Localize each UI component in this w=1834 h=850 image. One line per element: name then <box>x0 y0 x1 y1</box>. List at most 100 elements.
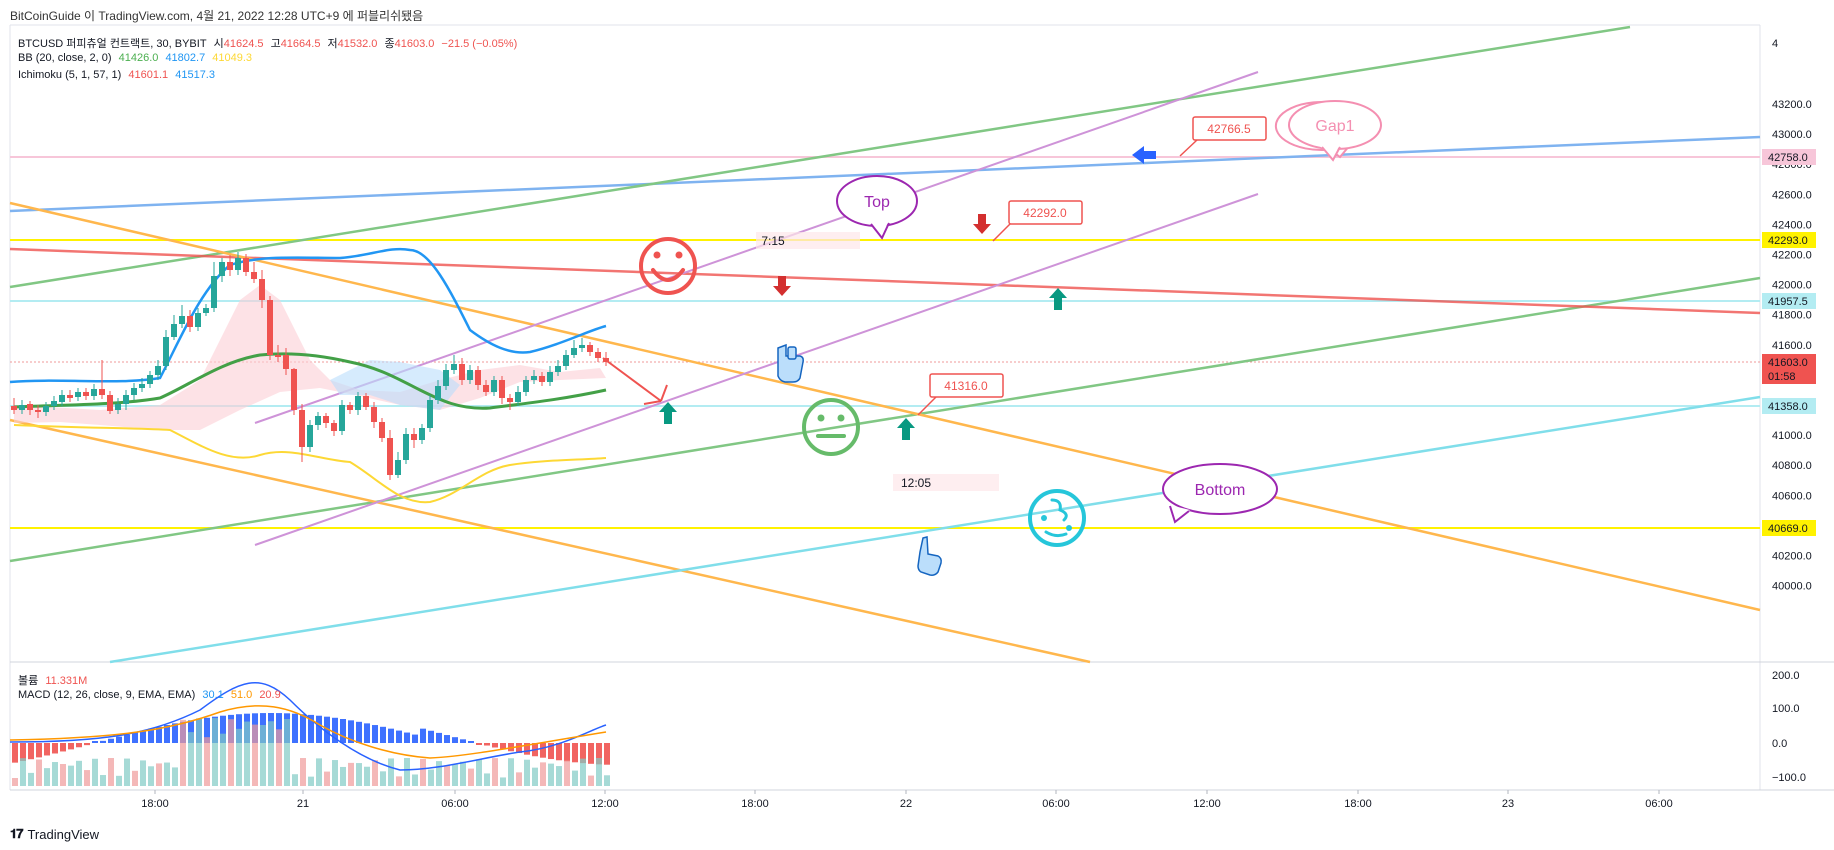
candle[interactable] <box>203 308 209 313</box>
time-axis[interactable]: 18:00 21 06:00 12:00 18:00 22 06:00 12:00 18:00 2… <box>141 790 1673 810</box>
legend-volume[interactable]: 볼륨 11.331M <box>18 675 88 687</box>
candle[interactable] <box>35 410 41 412</box>
time-tick-label: 18:00 <box>141 798 169 810</box>
candle[interactable] <box>19 405 25 410</box>
candle[interactable] <box>515 392 521 402</box>
candle[interactable] <box>347 405 353 410</box>
candle[interactable] <box>267 300 273 355</box>
candle[interactable] <box>307 425 313 447</box>
candle[interactable] <box>371 407 377 422</box>
candle[interactable] <box>355 396 361 410</box>
candle[interactable] <box>195 313 201 327</box>
candle[interactable] <box>379 422 385 438</box>
candle[interactable] <box>363 396 369 407</box>
candle[interactable] <box>435 386 441 400</box>
macd-axis[interactable]: 200.0 100.0 0.0 −100.0 <box>1772 670 1806 784</box>
candle[interactable] <box>507 398 513 402</box>
macd-histogram-bar <box>84 743 90 746</box>
candle[interactable] <box>115 404 121 410</box>
candle[interactable] <box>163 337 169 366</box>
candle[interactable] <box>411 434 417 440</box>
candle[interactable] <box>179 316 185 324</box>
volume-bar <box>252 724 258 786</box>
candle[interactable] <box>539 376 545 382</box>
legend-macd[interactable]: MACD (12, 26, close, 9, EMA, EMA) 30.1 5… <box>18 689 281 701</box>
macd-pane[interactable] <box>9 682 610 786</box>
candle[interactable] <box>147 375 153 384</box>
time-note[interactable]: 7:15 <box>756 232 860 249</box>
candle[interactable] <box>387 438 393 475</box>
time-note[interactable]: 12:05 <box>893 474 999 491</box>
candle[interactable] <box>235 258 241 270</box>
candle[interactable] <box>259 279 265 300</box>
candle[interactable] <box>291 369 297 410</box>
candle[interactable] <box>299 410 305 447</box>
callout-bubble[interactable]: Bottom <box>1162 463 1278 524</box>
candle[interactable] <box>67 395 73 398</box>
candle[interactable] <box>83 392 89 396</box>
candle[interactable] <box>451 364 457 370</box>
candle[interactable] <box>171 324 177 337</box>
candle[interactable] <box>123 395 129 404</box>
candle[interactable] <box>43 406 49 412</box>
price-flag[interactable]: 42292.0 <box>992 200 1083 242</box>
candle[interactable] <box>523 380 529 392</box>
candle[interactable] <box>251 272 257 279</box>
candle[interactable] <box>59 395 65 402</box>
candle[interactable] <box>459 364 465 380</box>
trend-lines[interactable] <box>9 25 1761 664</box>
candle[interactable] <box>443 370 449 386</box>
candle[interactable] <box>99 389 105 395</box>
candle[interactable] <box>51 401 57 406</box>
footer[interactable]: 𝟏𝟕 TradingView <box>10 826 99 842</box>
candle[interactable] <box>499 380 505 398</box>
candle[interactable] <box>27 404 33 410</box>
candle[interactable] <box>323 416 329 423</box>
candle[interactable] <box>555 366 561 372</box>
candle[interactable] <box>475 370 481 385</box>
legend-bb-line[interactable]: BB (20, close, 2, 0) 41426.0 41802.7 410… <box>18 52 253 64</box>
candle[interactable] <box>91 389 97 396</box>
candle[interactable] <box>467 370 473 380</box>
candle[interactable] <box>243 258 249 272</box>
candle[interactable] <box>11 406 17 410</box>
candle[interactable] <box>227 262 233 270</box>
candle[interactable] <box>155 366 161 375</box>
candle[interactable] <box>587 345 593 352</box>
candle[interactable] <box>571 348 577 355</box>
legend-ichimoku-line[interactable]: Ichimoku (5, 1, 57, 1) 41601.1 41517.3 <box>18 69 215 81</box>
candle[interactable] <box>107 395 113 411</box>
candle[interactable] <box>275 355 281 357</box>
candle[interactable] <box>219 262 225 276</box>
candle[interactable] <box>427 400 433 428</box>
candle[interactable] <box>491 380 497 392</box>
tradingview-logo-icon: 𝟏𝟕 <box>10 826 24 841</box>
candle[interactable] <box>531 376 537 380</box>
candle[interactable] <box>187 316 193 327</box>
candle[interactable] <box>563 355 569 366</box>
candle[interactable] <box>315 416 321 425</box>
candle[interactable] <box>139 384 145 388</box>
candles[interactable] <box>11 252 609 480</box>
candle[interactable] <box>403 434 409 460</box>
callout-bubble[interactable]: Top <box>836 175 918 240</box>
candle[interactable] <box>595 352 601 358</box>
candle[interactable] <box>419 428 425 440</box>
price-flag[interactable]: 42766.5 <box>1179 116 1267 157</box>
candle[interactable] <box>579 345 585 348</box>
candle[interactable] <box>395 460 401 475</box>
candle[interactable] <box>339 405 345 431</box>
candle[interactable] <box>75 392 81 397</box>
candle[interactable] <box>331 423 337 431</box>
macd-histogram-bar <box>220 715 226 743</box>
price-axis[interactable]: 43200.043000.042800.042600.042400.042200… <box>1772 38 1812 593</box>
candle[interactable] <box>131 388 137 395</box>
macd-histogram-bar <box>36 743 42 758</box>
price-flag[interactable]: 41316.0 <box>917 373 1004 416</box>
candle[interactable] <box>483 385 489 392</box>
candle[interactable] <box>211 276 217 308</box>
candle[interactable] <box>547 372 553 382</box>
candle[interactable] <box>283 355 289 369</box>
callout-bubble[interactable]: Gap1 <box>1274 100 1382 162</box>
